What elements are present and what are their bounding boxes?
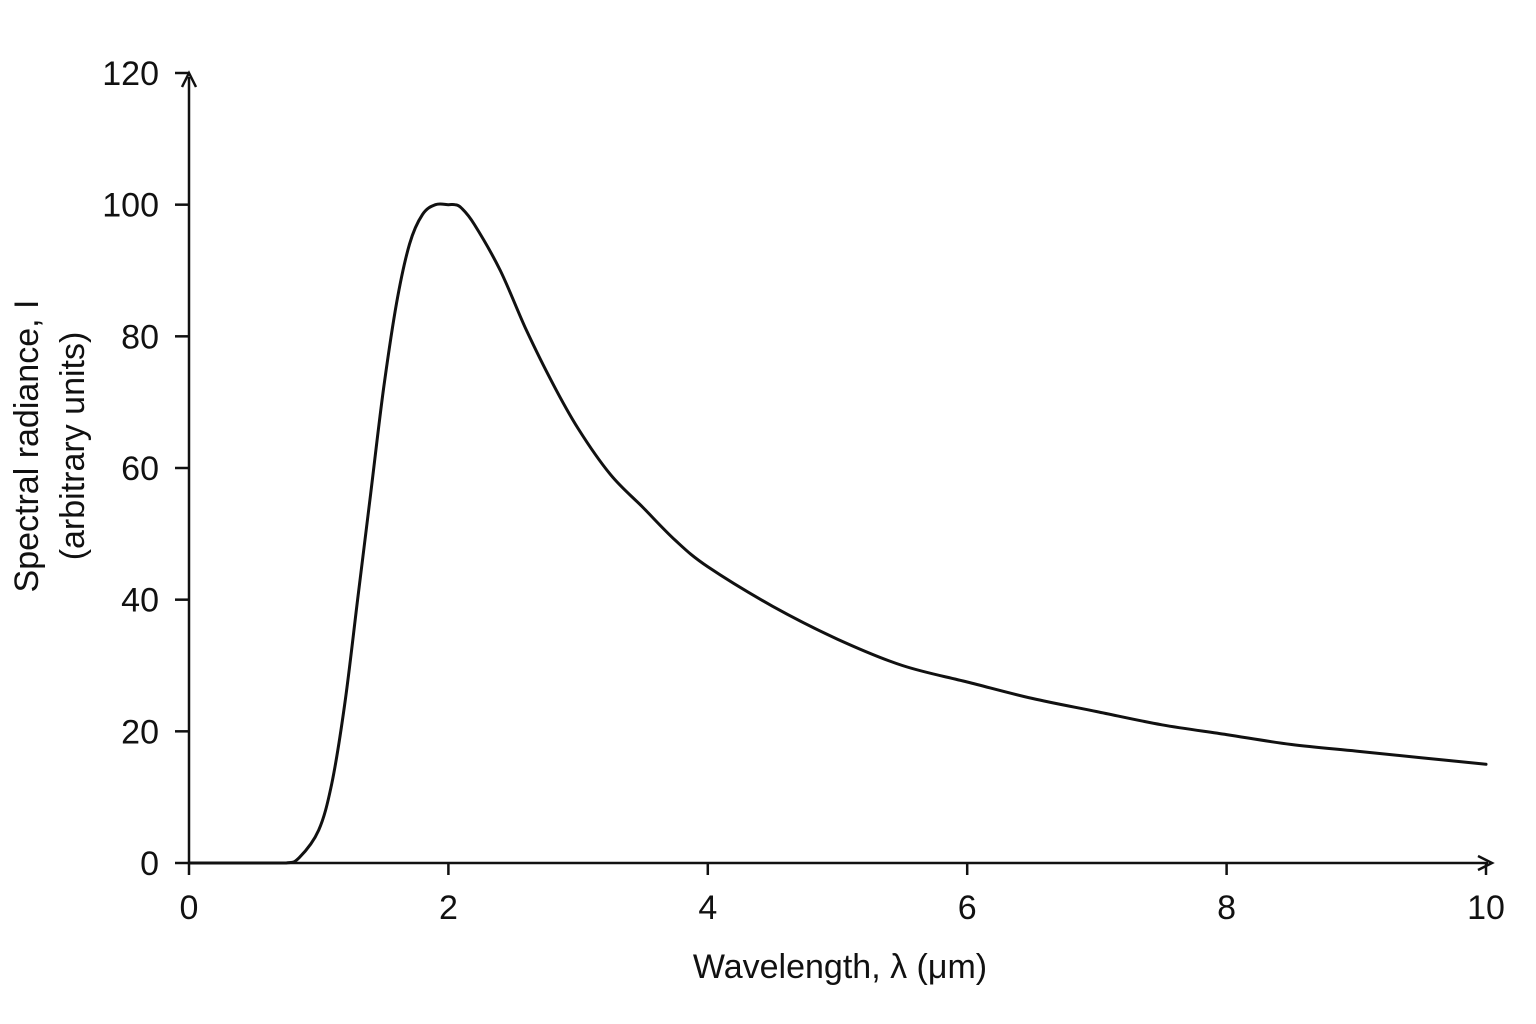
y-tick-label: 40 — [121, 582, 159, 620]
x-tick-label: 2 — [439, 889, 458, 927]
x-tick-label: 8 — [1217, 889, 1236, 927]
x-ticks: 0 2 4 6 8 10 — [180, 863, 1505, 927]
y-tick-label: 100 — [102, 187, 159, 225]
axes — [180, 70, 1495, 872]
y-axis-title: Spectral radiance, I (arbitrary units) — [8, 300, 92, 593]
y-ticks: 0 20 40 60 80 100 120 — [102, 55, 189, 883]
spectral-radiance-curve — [187, 202, 1488, 865]
x-axis-arrow-icon — [1477, 854, 1495, 872]
x-axis-title: Wavelength, λ (μm) — [693, 948, 987, 986]
x-tick-label: 6 — [958, 889, 977, 927]
y-axis-title-line-1: Spectral radiance, I — [8, 300, 46, 593]
x-tick-label: 10 — [1467, 889, 1505, 927]
y-tick-label: 20 — [121, 713, 159, 751]
x-tick-label: 0 — [180, 889, 199, 927]
y-tick-label: 60 — [121, 450, 159, 488]
y-axis-title-line-2: (arbitrary units) — [54, 332, 92, 561]
y-tick-label: 80 — [121, 318, 159, 356]
y-tick-label: 0 — [140, 845, 159, 883]
x-tick-label: 4 — [698, 889, 717, 927]
y-tick-label: 120 — [102, 55, 159, 93]
